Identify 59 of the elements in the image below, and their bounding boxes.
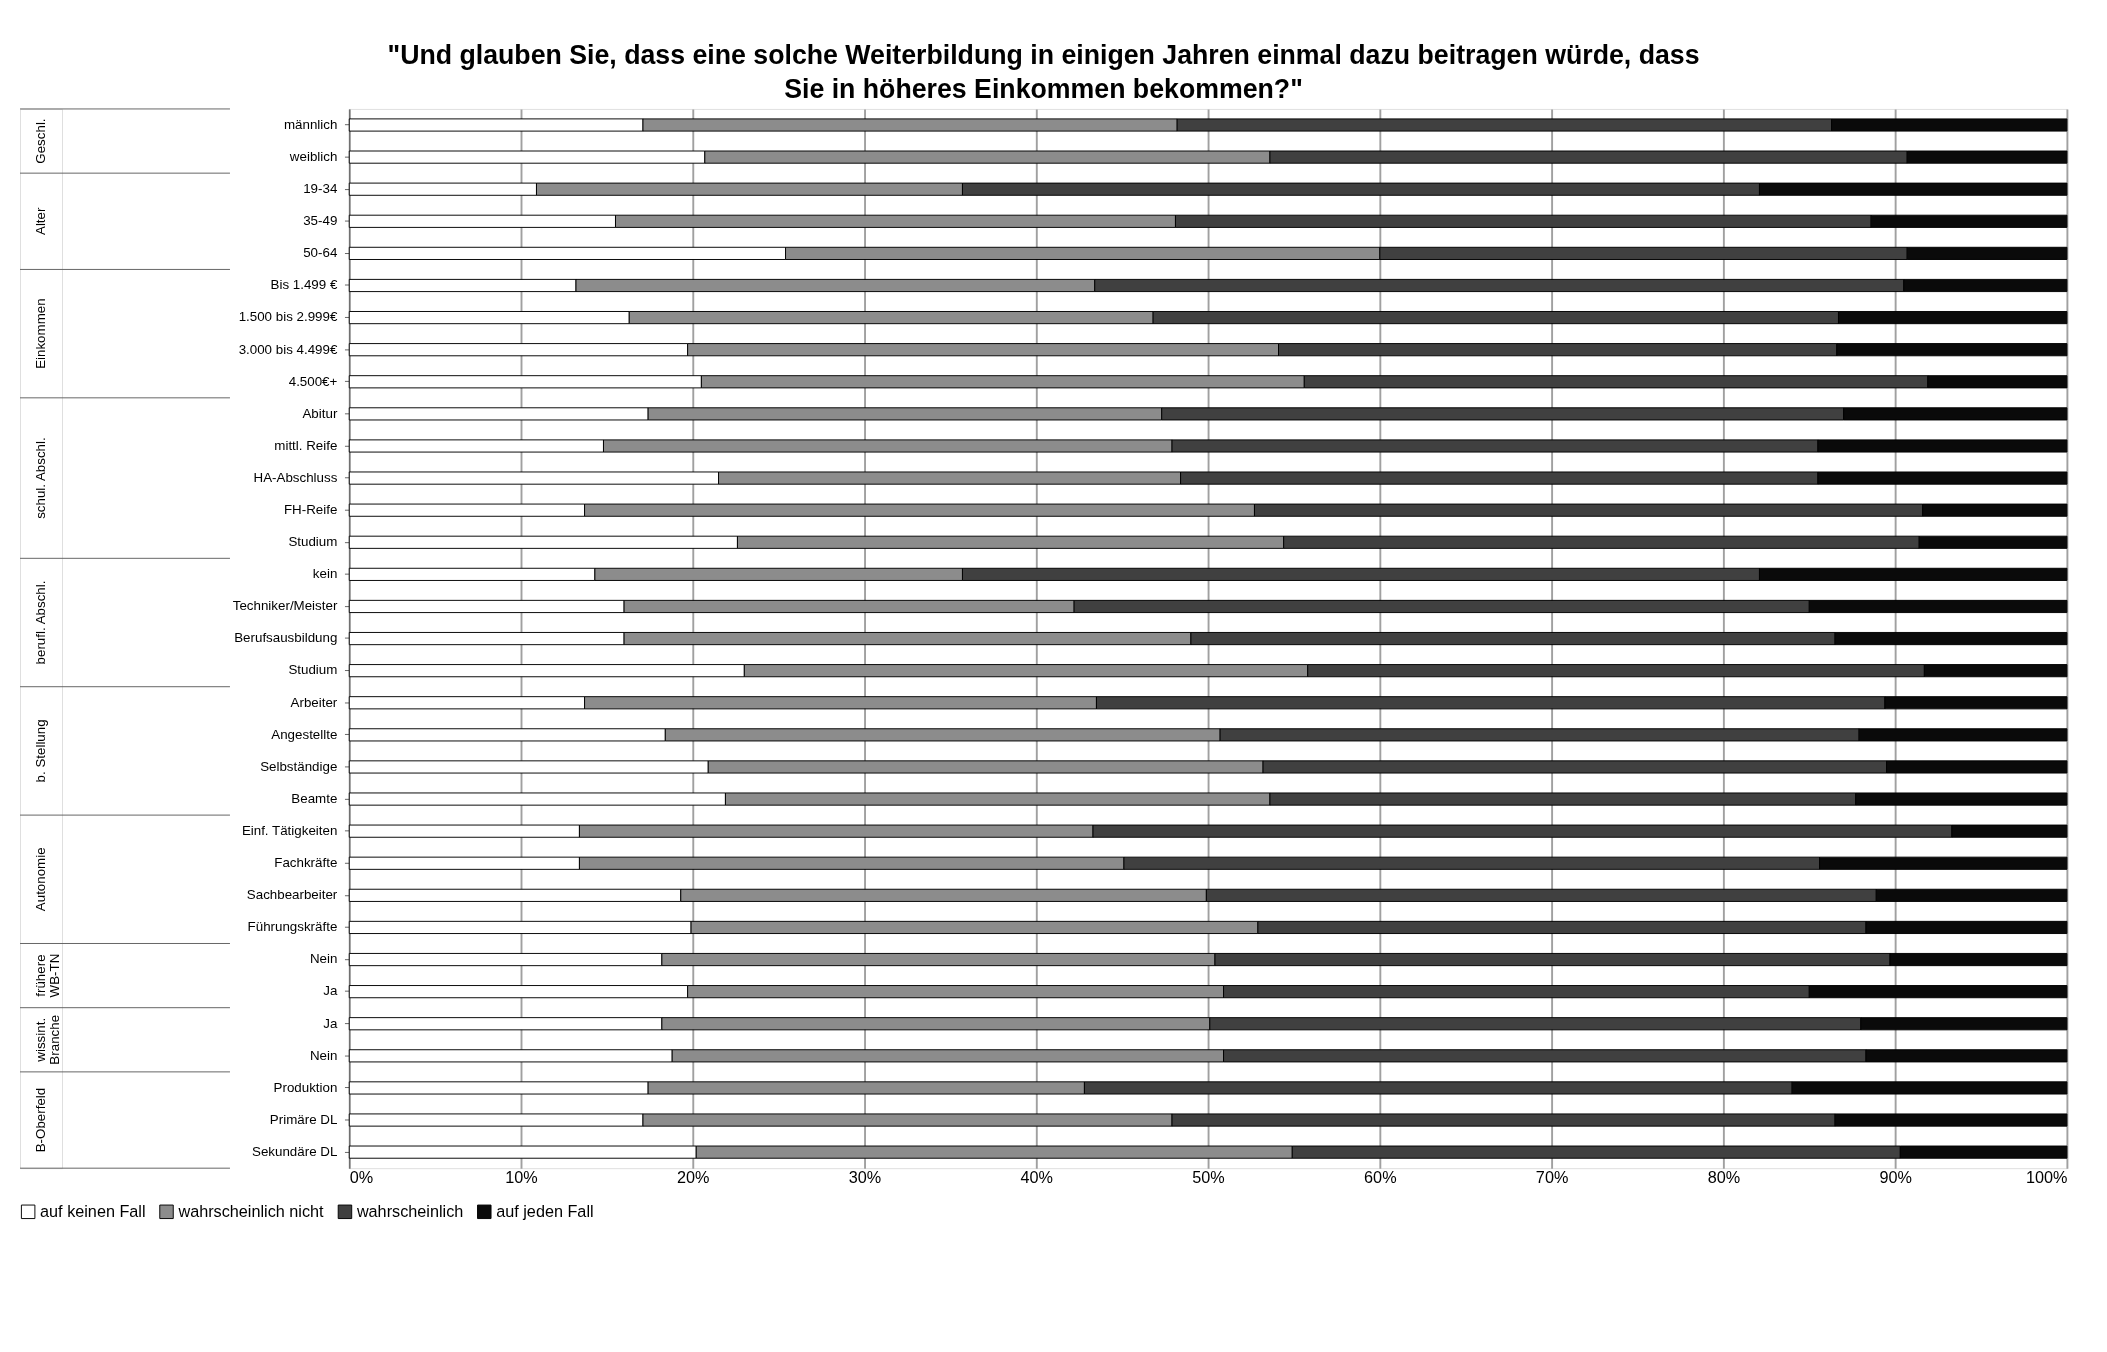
y-tick-label: Führungskräfte <box>247 919 338 935</box>
y-tick-label: 50-64 <box>303 245 338 261</box>
x-tick-label: 40% <box>1020 1167 1054 1186</box>
y-tick-label: Studium <box>288 534 338 550</box>
y-tick-label: Selbständige <box>260 758 338 774</box>
x-tick-label: 20% <box>677 1167 710 1186</box>
legend-label: wahrscheinlich nicht <box>177 1201 325 1220</box>
y-tick-label: Ja <box>323 983 338 999</box>
x-tick-label: 30% <box>848 1167 882 1186</box>
legend-label: wahrscheinlich <box>355 1201 464 1220</box>
x-tick-label: 90% <box>1879 1167 1912 1186</box>
legend-label: auf keinen Fall <box>40 1201 146 1220</box>
y-tick-label: Ja <box>323 1015 338 1031</box>
y-tick-label: Produktion <box>273 1079 338 1095</box>
y-tick-label: 4.500€+ <box>288 373 338 389</box>
x-tick-label: 60% <box>1364 1167 1397 1186</box>
y-tick-label: 35-49 <box>303 213 338 229</box>
y-tick-label: weiblich <box>288 148 338 164</box>
y-tick-label: Berufsausbildung <box>234 630 338 646</box>
text: frühere WB-TN <box>32 953 63 998</box>
text: B-Oberfeld <box>32 1087 48 1153</box>
y-tick-label: Angestellte <box>271 726 338 742</box>
y-tick-label: Fachkräfte <box>274 855 338 871</box>
y-tick-label: Sachbearbeiter <box>246 887 338 903</box>
chart-title: "Und glauben Sie, dass eine solche Weiterbildung in einigen Jahren einmal dazu beitragen würde, dass Sie in höheres Einkommen bekommen?" <box>387 40 1700 105</box>
y-tick-label: Primäre DL <box>269 1111 338 1127</box>
y-tick-label: HA-Abschluss <box>253 469 338 485</box>
text: Einkommen <box>32 298 48 369</box>
text: berufl. Abschl. <box>32 580 48 665</box>
x-tick-label: 0% <box>349 1167 374 1186</box>
x-tick-label: 80% <box>1707 1167 1741 1186</box>
y-tick-label: Arbeiter <box>290 694 338 710</box>
y-tick-label: Nein <box>309 1047 338 1063</box>
y-tick-label: Bis 1.499 € <box>270 277 338 293</box>
legend-label: auf jeden Fall <box>496 1201 594 1220</box>
y-tick-label: Studium <box>288 662 338 678</box>
x-tick-label: 100% <box>2025 1167 2068 1186</box>
y-tick-label: FH-Reife <box>283 501 338 517</box>
text: Alter <box>32 207 48 236</box>
text: b. Stellung <box>32 719 48 783</box>
y-tick-label: mittl. Reife <box>274 437 338 453</box>
y-tick-label: 1.500 bis 2.999€ <box>238 309 338 325</box>
y-tick-label: männlich <box>283 116 338 132</box>
text: schul. Abschl. <box>32 437 48 519</box>
y-tick-label: Techniker/Meister <box>232 598 338 614</box>
y-tick-label: Beamte <box>291 790 338 806</box>
x-tick-label: 70% <box>1535 1167 1569 1186</box>
y-tick-label: 19-34 <box>303 181 338 197</box>
text: Geschl. <box>32 118 48 164</box>
y-tick-label: 3.000 bis 4.499€ <box>238 341 338 357</box>
y-tick-label: Abitur <box>302 405 338 421</box>
x-tick-label: 50% <box>1192 1167 1225 1186</box>
x-tick-label: 10% <box>505 1167 538 1186</box>
text: wissint. Branche <box>32 1014 63 1065</box>
y-tick-label: Einf. Tätigkeiten <box>241 822 338 838</box>
y-tick-label: Sekundäre DL <box>252 1143 338 1159</box>
text: Autonomie <box>32 847 48 912</box>
y-tick-label: kein <box>312 566 338 582</box>
y-tick-label: Nein <box>309 951 338 967</box>
